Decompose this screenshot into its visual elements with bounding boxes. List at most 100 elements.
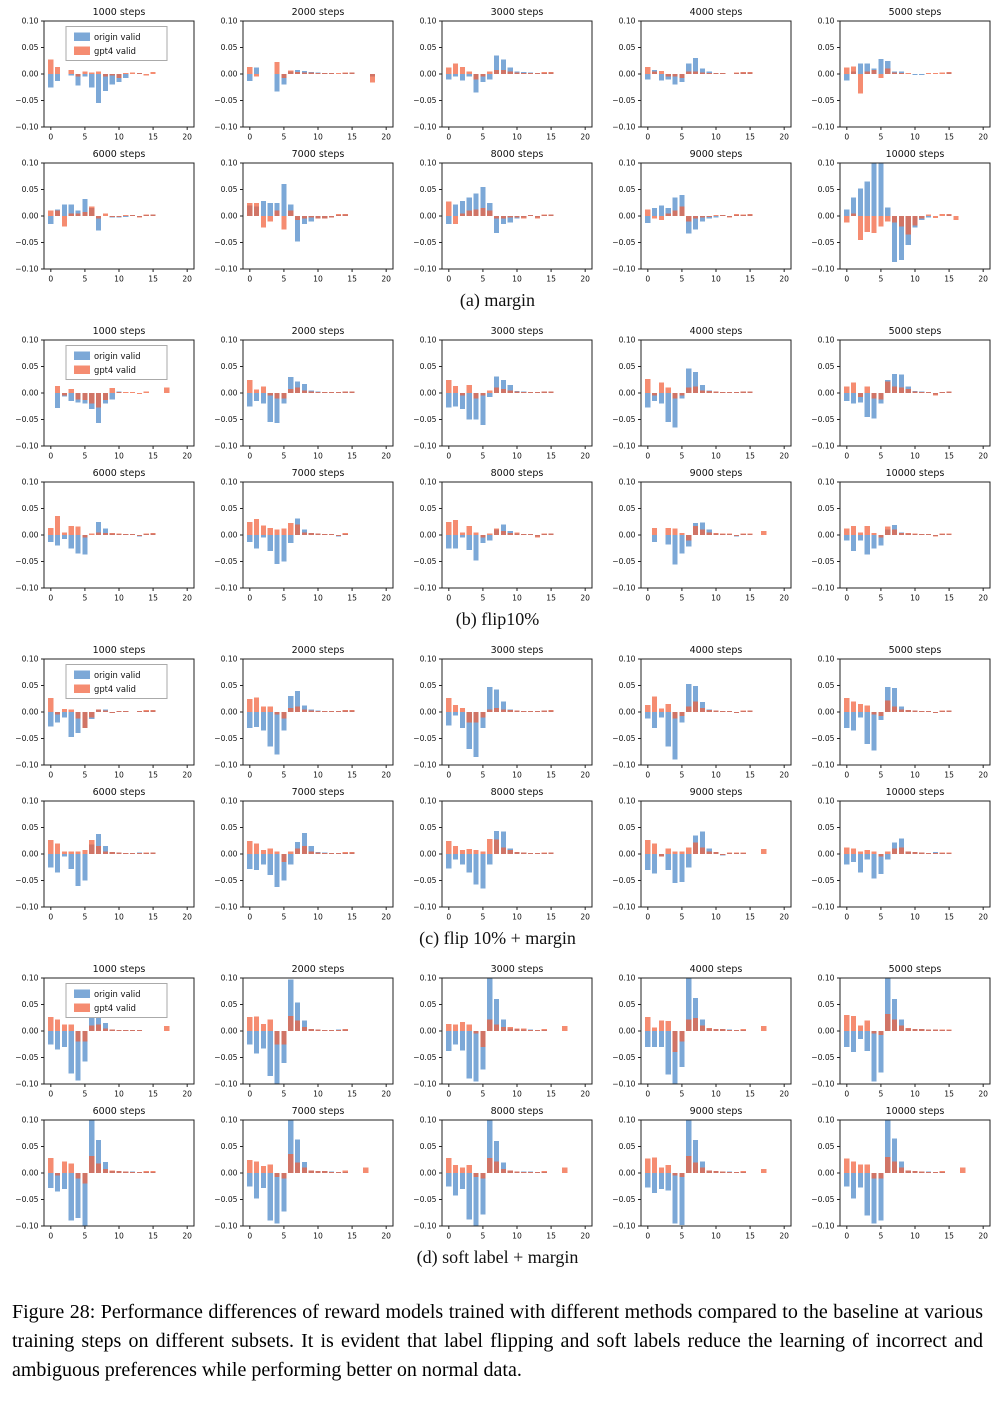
axis-tick-label: 0.05 bbox=[420, 43, 437, 52]
axis-tick-label: 0.10 bbox=[22, 797, 39, 806]
axis-tick-label: −0.05 bbox=[413, 876, 436, 885]
bar-gpt4-valid bbox=[548, 709, 554, 712]
bar-gpt4-valid bbox=[281, 712, 287, 719]
bar-gpt4-valid bbox=[665, 213, 671, 216]
axis-tick-label: 10 bbox=[711, 1090, 721, 1099]
subplot-chart: 8000 steps 0.10 0.05 0.00 −0.05 −0.10 0 5 10 15 20 bbox=[413, 468, 593, 603]
bar-gpt4-valid bbox=[851, 66, 857, 74]
subplot-chart: 4000 steps 0.10 0.05 0.00 −0.05 −0.10 0 5 10 15 20 bbox=[612, 964, 792, 1099]
bar-gpt4-valid bbox=[267, 1164, 273, 1173]
bar-gpt4-valid bbox=[919, 710, 925, 712]
axis-tick-label: 0.00 bbox=[420, 708, 437, 717]
bar-gpt4-valid bbox=[898, 532, 904, 535]
bar-gpt4-valid bbox=[939, 72, 945, 74]
bar-gpt4-valid bbox=[453, 705, 459, 712]
bar-gpt4-valid bbox=[747, 391, 753, 393]
bar-gpt4-valid bbox=[274, 712, 280, 715]
bar-gpt4-valid bbox=[761, 849, 767, 854]
bar-gpt4-valid bbox=[905, 216, 911, 235]
axis-tick-label: 10 bbox=[910, 1232, 920, 1241]
axis-tick-label: −0.05 bbox=[811, 415, 834, 424]
bar-gpt4-valid bbox=[692, 701, 699, 712]
axis-tick-label: 20 bbox=[381, 913, 391, 922]
axis-tick-label: 20 bbox=[779, 913, 789, 922]
bar-origin-valid bbox=[61, 712, 68, 718]
bar-gpt4-valid bbox=[878, 1031, 884, 1036]
bar-origin-valid bbox=[652, 712, 658, 728]
axis-tick-label: 0.05 bbox=[221, 681, 238, 690]
bar-gpt4-valid bbox=[130, 533, 136, 535]
bar-gpt4-valid bbox=[329, 533, 335, 535]
axis-tick-label: 0.10 bbox=[221, 1116, 238, 1125]
axis-tick-label: −0.10 bbox=[413, 903, 436, 912]
bar-gpt4-valid bbox=[136, 535, 143, 537]
bar-gpt4-valid bbox=[315, 391, 321, 393]
bar-origin-valid bbox=[459, 854, 466, 865]
axis-tick-label: 20 bbox=[182, 594, 192, 603]
bar-origin-valid bbox=[844, 1173, 850, 1187]
bar-origin-valid bbox=[281, 74, 287, 85]
axis-tick-label: 0.05 bbox=[221, 1142, 238, 1151]
bar-gpt4-valid bbox=[102, 213, 108, 216]
bar-gpt4-valid bbox=[95, 1163, 102, 1173]
bar-gpt4-valid bbox=[130, 214, 136, 216]
bar-gpt4-valid bbox=[480, 535, 486, 538]
bar-gpt4-valid bbox=[335, 852, 342, 854]
subplot-title: 8000 steps bbox=[491, 468, 544, 479]
bar-gpt4-valid bbox=[473, 1031, 479, 1034]
bar-origin-valid bbox=[82, 535, 88, 555]
bar-gpt4-valid bbox=[61, 851, 68, 854]
bar-gpt4-valid bbox=[130, 1029, 136, 1031]
subplot-title: 5000 steps bbox=[889, 7, 942, 18]
axis-tick-label: −0.10 bbox=[214, 1222, 237, 1231]
axis-tick-label: 15 bbox=[944, 133, 954, 142]
bar-origin-valid bbox=[686, 978, 692, 1031]
axis-tick-label: 15 bbox=[347, 133, 357, 142]
axis-tick-label: 10 bbox=[711, 133, 721, 142]
bar-origin-valid bbox=[473, 1173, 479, 1226]
axis-tick-label: 20 bbox=[779, 133, 789, 142]
axis-tick-label: 20 bbox=[779, 1232, 789, 1241]
bar-origin-valid bbox=[274, 712, 280, 755]
bar-gpt4-valid bbox=[528, 1029, 534, 1031]
axis-tick-label: 10 bbox=[512, 275, 522, 284]
bar-gpt4-valid bbox=[905, 388, 911, 393]
bar-gpt4-valid bbox=[761, 530, 767, 535]
bar-gpt4-valid bbox=[528, 72, 534, 74]
bar-gpt4-valid bbox=[699, 529, 705, 535]
bar-gpt4-valid bbox=[713, 1028, 719, 1031]
subplot-title: 5000 steps bbox=[889, 645, 942, 656]
bar-gpt4-valid bbox=[541, 1028, 547, 1031]
bar-origin-valid bbox=[891, 373, 898, 393]
bar-gpt4-valid bbox=[143, 852, 149, 854]
axis-tick-label: 0 bbox=[247, 133, 252, 142]
axis-tick-label: −0.10 bbox=[214, 265, 237, 274]
bar-gpt4-valid bbox=[672, 712, 678, 719]
bar-gpt4-valid bbox=[507, 849, 513, 854]
bar-gpt4-valid bbox=[55, 386, 61, 393]
bar-origin-valid bbox=[672, 74, 678, 85]
axis-tick-label: 20 bbox=[779, 452, 789, 461]
bar-origin-valid bbox=[55, 74, 61, 81]
bar-gpt4-valid bbox=[453, 63, 459, 74]
axis-tick-label: 10 bbox=[313, 771, 323, 780]
bar-gpt4-valid bbox=[75, 213, 81, 216]
axis-tick-label: 0.05 bbox=[818, 504, 835, 513]
axis-tick-label: 0.10 bbox=[22, 974, 39, 983]
bar-gpt4-valid bbox=[912, 1028, 918, 1031]
bar-gpt4-valid bbox=[562, 1167, 568, 1173]
bar-gpt4-valid bbox=[123, 533, 129, 535]
axis-tick-label: 15 bbox=[944, 913, 954, 922]
bar-gpt4-valid bbox=[885, 700, 891, 712]
axis-tick-label: −0.05 bbox=[612, 557, 635, 566]
bar-origin-valid bbox=[109, 393, 115, 400]
axis-tick-label: 20 bbox=[381, 1232, 391, 1241]
axis-tick-label: 0 bbox=[446, 452, 451, 461]
axis-tick-label: 5 bbox=[82, 1232, 87, 1241]
bar-gpt4-valid bbox=[500, 530, 506, 535]
bar-gpt4-valid bbox=[851, 382, 857, 393]
axis-tick-label: 0.00 bbox=[420, 531, 437, 540]
bar-gpt4-valid bbox=[857, 704, 864, 712]
axis-tick-label: 10 bbox=[512, 1232, 522, 1241]
axis-tick-label: −0.10 bbox=[612, 123, 635, 132]
